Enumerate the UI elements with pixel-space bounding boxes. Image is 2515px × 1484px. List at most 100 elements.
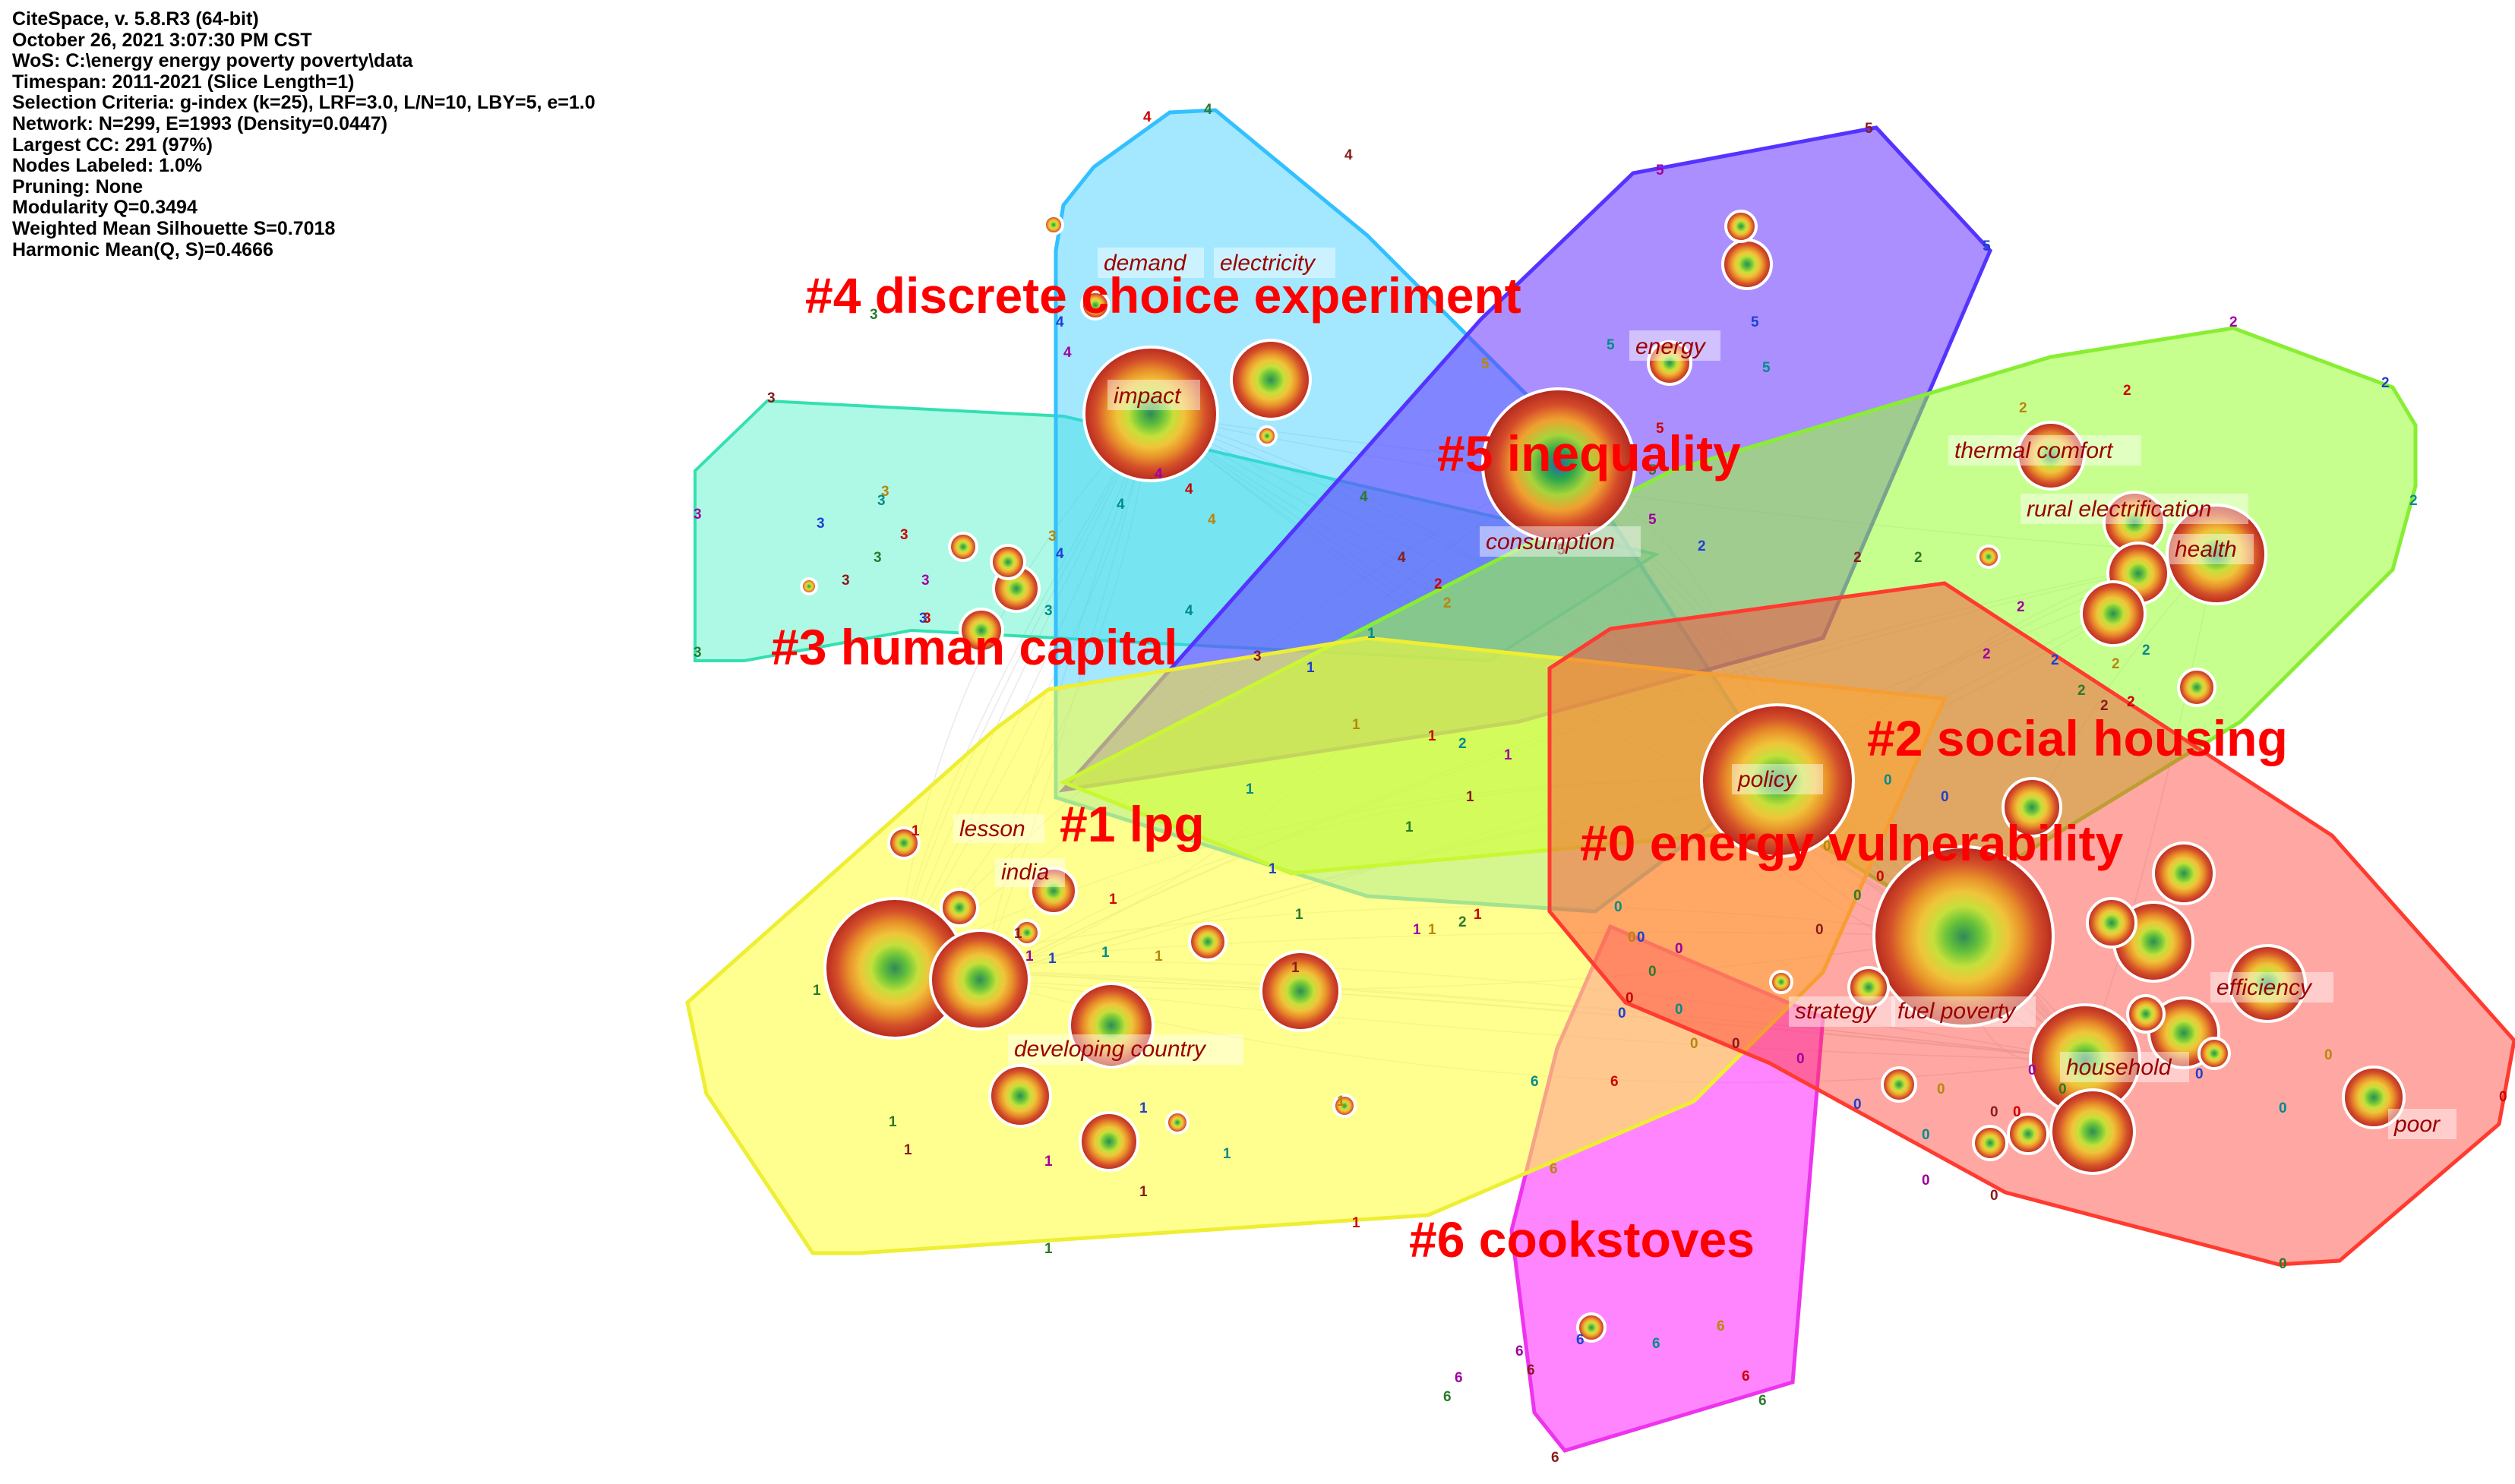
node-circle[interactable] [1723, 240, 1771, 289]
node-number-label[interactable]: 2 [1853, 550, 1862, 566]
node-number-label[interactable]: 2 [2229, 314, 2238, 330]
keyword-label[interactable]: strategy [1795, 999, 1878, 1024]
node-number-label[interactable]: 0 [1628, 930, 1636, 946]
node-number-label[interactable]: 3 [694, 507, 702, 523]
keyword-label[interactable]: rural electrification [2027, 497, 2211, 522]
node-circle[interactable] [1882, 1068, 1916, 1101]
keyword-label[interactable]: lesson [959, 816, 1025, 841]
node-circle[interactable] [1080, 1113, 1138, 1170]
node-number-label[interactable]: 2 [1983, 646, 1991, 662]
cluster-label-4[interactable]: #4 discrete choice experiment [805, 267, 1521, 324]
node-number-label[interactable]: 0 [1675, 1002, 1683, 1018]
keyword-label[interactable]: efficiency [2216, 975, 2313, 1000]
node-circle[interactable] [2153, 843, 2214, 904]
node-number-label[interactable]: 1 [1246, 781, 1254, 797]
keyword-label[interactable]: poor [2393, 1112, 2441, 1137]
node-number-label[interactable]: 5 [1648, 512, 1657, 528]
cluster-label-0[interactable]: #0 energy vulnerability [1580, 815, 2124, 871]
keyword-label[interactable]: india [1001, 860, 1049, 885]
node-number-label[interactable]: 0 [2279, 1256, 2287, 1272]
node-number-label[interactable]: 0 [1990, 1104, 1998, 1120]
node-circle[interactable] [1190, 924, 1226, 960]
node-number-label[interactable]: 1 [1405, 819, 1414, 835]
node-circle[interactable] [1167, 1112, 1188, 1133]
node-number-label[interactable]: 2 [1698, 538, 1706, 554]
node-number-label[interactable]: 0 [1637, 930, 1645, 946]
cluster-label-5[interactable]: #5 inequality [1437, 425, 1741, 482]
node-number-label[interactable]: 2 [2142, 643, 2150, 658]
node-number-label[interactable]: 0 [1648, 964, 1657, 980]
node-number-label[interactable]: 1 [1044, 1241, 1053, 1257]
node-number-label[interactable]: 1 [1306, 660, 1315, 676]
node-number-label[interactable]: 5 [1656, 163, 1664, 178]
node-number-label[interactable]: 5 [1983, 238, 1991, 254]
node-number-label[interactable]: 0 [1690, 1036, 1698, 1052]
node-number-label[interactable]: 6 [1531, 1074, 1539, 1090]
node-circle[interactable] [2179, 669, 2215, 706]
node-number-label[interactable]: 0 [1941, 789, 1949, 805]
node-number-label[interactable]: 1 [1025, 949, 1034, 965]
keyword-label[interactable]: developing country [1014, 1037, 1207, 1062]
node-number-label[interactable]: 4 [1155, 466, 1163, 482]
node-circle[interactable] [1261, 952, 1340, 1031]
node-number-label[interactable]: 6 [1610, 1074, 1619, 1090]
node-number-label[interactable]: 1 [1428, 728, 1436, 744]
node-circle[interactable] [1044, 216, 1063, 234]
node-number-label[interactable]: 4 [1185, 482, 1193, 497]
node-number-label[interactable]: 2 [2017, 599, 2025, 615]
node-number-label[interactable]: 6 [1551, 1450, 1559, 1466]
node-number-label[interactable]: 0 [1626, 990, 1634, 1006]
node-number-label[interactable]: 0 [1815, 922, 1824, 938]
node-circle[interactable] [1084, 347, 1218, 481]
node-number-label[interactable]: 4 [1344, 147, 1353, 163]
node-number-label[interactable]: 4 [1204, 102, 1212, 118]
node-number-label[interactable]: 0 [1614, 899, 1622, 915]
node-number-label[interactable]: 4 [1063, 345, 1072, 361]
node-number-label[interactable]: 0 [2499, 1089, 2507, 1105]
node-number-label[interactable]: 1 [1269, 861, 1277, 877]
node-circle[interactable] [2128, 996, 2164, 1032]
node-circle[interactable] [2081, 582, 2145, 646]
node-number-label[interactable]: 1 [1139, 1184, 1148, 1200]
node-number-label[interactable]: 0 [1732, 1036, 1740, 1052]
node-number-label[interactable]: 4 [1056, 546, 1064, 562]
node-number-label[interactable]: 1 [1474, 907, 1482, 923]
node-number-label[interactable]: 6 [1742, 1369, 1750, 1385]
node-number-label[interactable]: 1 [1466, 789, 1474, 805]
node-circle[interactable] [1978, 546, 1999, 567]
node-number-label[interactable]: 1 [1352, 717, 1360, 733]
node-number-label[interactable]: 1 [1139, 1100, 1148, 1116]
node-number-label[interactable]: 1 [1291, 960, 1300, 976]
node-circle[interactable] [2087, 898, 2136, 947]
node-number-label[interactable]: 1 [1223, 1146, 1231, 1162]
node-circle[interactable] [801, 579, 817, 594]
node-number-label[interactable]: 0 [1922, 1127, 1930, 1143]
node-number-label[interactable]: 4 [1360, 489, 1368, 505]
node-circle[interactable] [2199, 1038, 2229, 1069]
node-number-label[interactable]: 6 [1443, 1389, 1452, 1405]
node-number-label[interactable]: 4 [1117, 497, 1125, 513]
node-number-label[interactable]: 2 [1458, 914, 1467, 930]
node-number-label[interactable]: 6 [1455, 1370, 1463, 1386]
node-number-label[interactable]: 2 [2409, 493, 2418, 509]
node-number-label[interactable]: 5 [1762, 360, 1771, 376]
node-number-label[interactable]: 5 [1607, 337, 1615, 353]
node-number-label[interactable]: 0 [2195, 1066, 2204, 1082]
node-number-label[interactable]: 4 [1398, 550, 1406, 566]
node-number-label[interactable]: 2 [2019, 400, 2027, 416]
node-number-label[interactable]: 6 [1652, 1336, 1660, 1352]
node-circle[interactable] [1258, 427, 1276, 445]
node-number-label[interactable]: 1 [1428, 922, 1436, 938]
node-number-label[interactable]: 3 [1253, 649, 1262, 665]
node-number-label[interactable]: 6 [1550, 1161, 1558, 1177]
node-number-label[interactable]: 1 [1413, 922, 1421, 938]
keyword-label[interactable]: impact [1114, 384, 1182, 409]
node-number-label[interactable]: 3 [921, 573, 930, 589]
node-number-label[interactable]: 1 [1155, 949, 1163, 965]
node-number-label[interactable]: 1 [1504, 747, 1512, 763]
node-number-label[interactable]: 6 [1717, 1318, 1725, 1334]
node-number-label[interactable]: 2 [2381, 375, 2390, 391]
node-number-label[interactable]: 3 [817, 516, 825, 532]
node-number-label[interactable]: 1 [1367, 626, 1376, 642]
